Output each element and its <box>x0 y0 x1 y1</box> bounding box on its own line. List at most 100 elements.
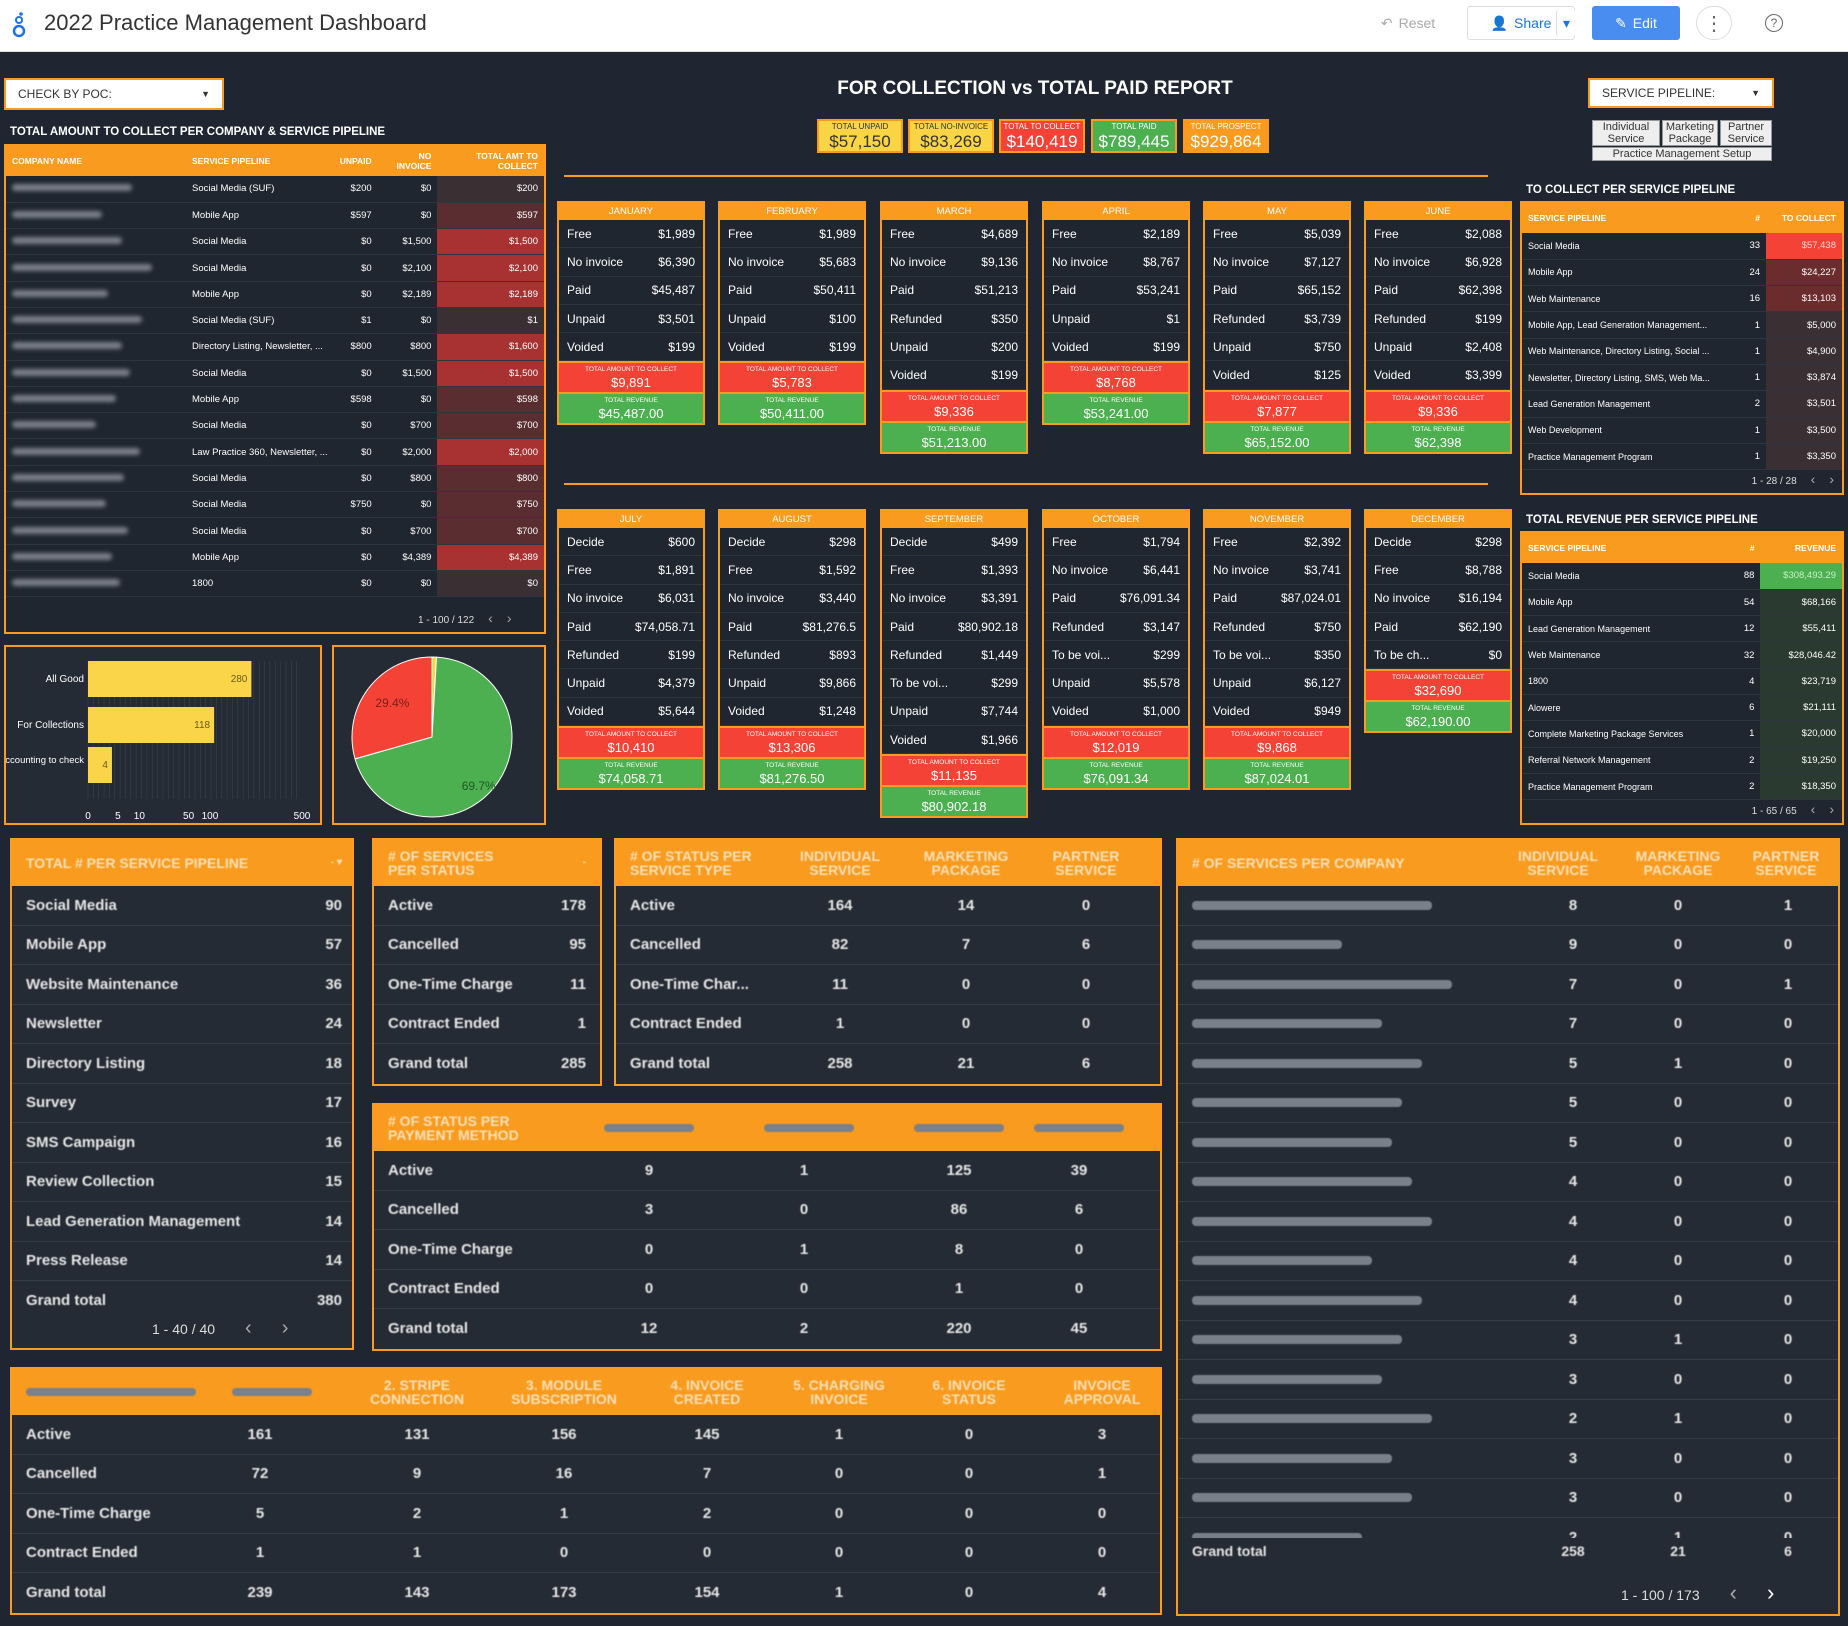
table-row[interactable]: SMS Campaign 16 <box>12 1123 352 1163</box>
month-row[interactable]: Unpaid $200 <box>882 333 1026 362</box>
total-to-collect-header[interactable]: TOTAL AMT TO COLLECT <box>437 146 544 176</box>
count-header[interactable]: # <box>1740 203 1767 233</box>
table-row[interactable]: Mobile App $0 $4,389 $4,389 <box>6 544 544 571</box>
month-row[interactable]: Voided $3,399 <box>1366 361 1510 390</box>
month-row[interactable]: Refunded $3,739 <box>1205 305 1349 334</box>
month-row[interactable]: Paid $51,213 <box>882 277 1026 305</box>
invoice-approval-header[interactable]: INVOICE APPROVAL <box>1063 1377 1141 1407</box>
month-row[interactable]: Refunded $1,449 <box>882 641 1026 670</box>
month-row[interactable]: Unpaid $750 <box>1205 333 1349 362</box>
table-row[interactable]: Lead Generation Management 2 $3,501 <box>1522 390 1842 418</box>
month-row[interactable]: Voided $1,966 <box>882 726 1026 755</box>
month-row[interactable]: No invoice $8,767 <box>1044 248 1188 277</box>
table-row[interactable]: 3 1 0 <box>1178 1321 1838 1360</box>
redacted-header[interactable] <box>764 1124 854 1132</box>
table-row[interactable]: One-Time Charge 11 <box>374 965 600 1005</box>
table-row[interactable]: Complete Marketing Package Services 1 $20,… <box>1522 720 1842 748</box>
redacted-header[interactable] <box>26 1388 196 1396</box>
pipeline-header[interactable]: SERVICE PIPELINE <box>1522 533 1733 563</box>
month-row[interactable]: Paid $45,487 <box>559 277 703 305</box>
help-button[interactable]: ? <box>1756 6 1792 40</box>
poc-filter-dropdown[interactable]: CHECK BY POC: ▼ <box>4 78 224 110</box>
grand-total-row[interactable]: Grand total 239 143 173 154 1 0 4 <box>12 1573 1160 1613</box>
unpaid-header[interactable]: UNPAID <box>333 146 378 176</box>
month-row[interactable]: Refunded $893 <box>720 641 864 670</box>
marketing-package-header[interactable]: MARKETING PACKAGE <box>923 848 1009 878</box>
table-row[interactable]: 5 0 0 <box>1178 1084 1838 1123</box>
sort-icon[interactable]: - <box>582 857 586 868</box>
grand-total-row[interactable]: Grand total 258 21 6 <box>616 1044 1160 1084</box>
table-row[interactable]: Lead Generation Management 14 <box>12 1202 352 1242</box>
table-row[interactable]: Press Release 14 <box>12 1242 352 1281</box>
month-row[interactable]: No invoice $3,741 <box>1205 556 1349 585</box>
chevron-right-icon[interactable]: › <box>1829 471 1834 487</box>
revenue-header[interactable]: REVENUE <box>1760 533 1842 563</box>
month-row[interactable]: Unpaid $3,501 <box>559 305 703 334</box>
table-row[interactable]: Mobile App $597 $0 $597 <box>6 202 544 230</box>
module-subscription-header[interactable]: 3. MODULE SUBSCRIPTION <box>511 1377 617 1407</box>
table-row[interactable]: Practice Management Program 2 $18,350 <box>1522 773 1842 801</box>
table-row[interactable]: Web Maintenance 16 $13,103 <box>1522 285 1842 313</box>
month-row[interactable]: Voided $199 <box>559 333 703 362</box>
stripe-connection-header[interactable]: 2. STRIPE CONNECTION <box>369 1377 465 1407</box>
table-row[interactable]: Social Media $0 $1,500 $1,500 <box>6 360 544 387</box>
service-pipeline-dropdown[interactable]: SERVICE PIPELINE: ▼ <box>1588 78 1774 108</box>
month-row[interactable]: Refunded $3,147 <box>1044 613 1188 642</box>
practice-management-setup-button[interactable]: Practice Management Setup <box>1592 147 1772 161</box>
month-row[interactable]: No invoice $9,136 <box>882 248 1026 277</box>
month-row[interactable]: To be voi... $350 <box>1205 641 1349 670</box>
month-row[interactable]: Free $2,392 <box>1205 528 1349 557</box>
month-row[interactable]: Unpaid $2,408 <box>1366 333 1510 362</box>
month-row[interactable]: Paid $76,091.34 <box>1044 585 1188 613</box>
invoice-created-header[interactable]: 4. INVOICE CREATED <box>670 1377 744 1407</box>
redacted-header[interactable] <box>1034 1124 1124 1132</box>
table-row[interactable]: Practice Management Program 1 $3,350 <box>1522 443 1842 471</box>
month-row[interactable]: Voided $1,000 <box>1044 698 1188 727</box>
month-row[interactable]: Paid $81,276.5 <box>720 613 864 642</box>
table-row[interactable]: Social Media 33 $57,438 <box>1522 233 1842 260</box>
edit-button[interactable]: ✎ Edit <box>1592 6 1680 40</box>
individual-service-header[interactable]: INDIVIDUAL SERVICE <box>799 848 881 878</box>
month-row[interactable]: To be voi... $299 <box>1044 641 1188 670</box>
table-row[interactable]: Law Practice 360, Newsletter, ... $0 $2,00… <box>6 438 544 466</box>
month-row[interactable]: Free $1,891 <box>559 556 703 585</box>
table-row[interactable]: Contract Ended 1 0 0 <box>616 1005 1160 1044</box>
month-row[interactable]: Voided $199 <box>720 333 864 362</box>
table-row[interactable]: Active 161 131 156 145 1 0 3 <box>12 1415 1160 1455</box>
reset-button[interactable]: ↶ Reset <box>1366 6 1450 40</box>
table-row[interactable]: Social Media $750 $0 $750 <box>6 491 544 519</box>
month-row[interactable]: Free $1,989 <box>720 220 864 249</box>
bar-1[interactable] <box>88 707 215 743</box>
chevron-right-icon[interactable]: › <box>1829 801 1834 817</box>
table-row[interactable]: One-Time Char... 11 0 0 <box>616 965 1160 1005</box>
chevron-left-icon[interactable]: ‹ <box>1729 1580 1737 1605</box>
month-row[interactable]: Free $1,592 <box>720 556 864 585</box>
month-row[interactable]: Voided $199 <box>882 361 1026 390</box>
table-row[interactable]: Directory Listing 18 <box>12 1044 352 1084</box>
month-row[interactable]: No invoice $6,928 <box>1366 248 1510 277</box>
table-row[interactable]: Mobile App, Lead Generation Management..… <box>1522 311 1842 339</box>
month-row[interactable]: Refunded $199 <box>559 641 703 670</box>
bar-2[interactable] <box>88 747 112 783</box>
bar-0[interactable] <box>88 661 252 697</box>
pie-slice-1[interactable] <box>354 656 513 818</box>
table-row[interactable]: One-Time Charge 0 1 8 0 <box>374 1230 1160 1270</box>
table-row[interactable]: Social Media $0 $1,500 $1,500 <box>6 228 544 256</box>
table-row[interactable]: Active 9 1 125 39 <box>374 1151 1160 1191</box>
table-row[interactable]: Social Media $0 $800 $800 <box>6 465 544 493</box>
month-row[interactable]: Free $2,189 <box>1044 220 1188 249</box>
month-row[interactable]: To be ch... $0 <box>1366 641 1510 670</box>
chevron-right-icon[interactable]: › <box>281 1317 289 1339</box>
no-invoice-header[interactable]: NO INVOICE <box>377 146 438 176</box>
table-row[interactable]: 5 1 0 <box>1178 1044 1838 1084</box>
month-row[interactable]: Voided $5,644 <box>559 698 703 727</box>
month-row[interactable]: Unpaid $4,379 <box>559 669 703 698</box>
service-pipeline-header[interactable]: SERVICE PIPELINE <box>186 146 334 176</box>
chevron-left-icon[interactable]: ‹ <box>1810 471 1816 487</box>
table-row[interactable]: 5 0 0 <box>1178 1123 1838 1163</box>
individual-service-header[interactable]: INDIVIDUAL SERVICE <box>1517 848 1599 878</box>
table-row[interactable]: Active 178 <box>374 886 600 926</box>
month-row[interactable]: Paid $62,398 <box>1366 277 1510 305</box>
table-row[interactable]: Mobile App $598 $0 $598 <box>6 386 544 414</box>
month-row[interactable]: Unpaid $7,744 <box>882 698 1026 727</box>
